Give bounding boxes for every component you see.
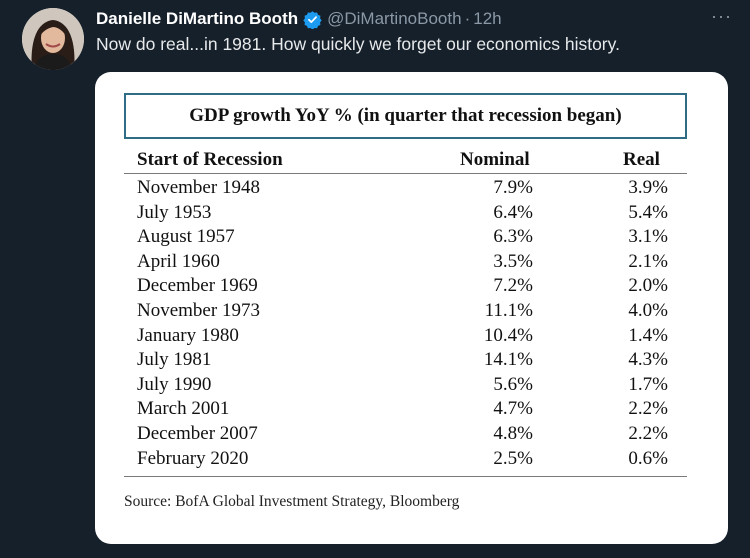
- cell-start: January 1980: [137, 324, 239, 346]
- header-divider: [124, 173, 687, 174]
- header-real: Real: [623, 149, 660, 170]
- cell-start: December 2007: [137, 422, 258, 444]
- cell-nominal: 4.8%: [493, 422, 533, 444]
- cell-real: 5.4%: [628, 201, 668, 223]
- header-start-of-recession: Start of Recession: [137, 149, 283, 170]
- avatar[interactable]: [22, 8, 84, 70]
- avatar-photo: [22, 8, 84, 70]
- cell-real: 2.0%: [628, 275, 668, 297]
- source-note: Source: BofA Global Investment Strategy,…: [124, 493, 460, 510]
- cell-real: 2.2%: [628, 422, 668, 444]
- table-body: November 1948 7.9% 3.9% July 1953 6.4% 5…: [95, 176, 728, 471]
- separator-dot: ·: [464, 9, 471, 28]
- table-title: GDP growth YoY % (in quarter that recess…: [124, 93, 687, 139]
- timestamp[interactable]: 12h: [473, 9, 502, 28]
- cell-start: July 1981: [137, 349, 212, 371]
- cell-start: July 1953: [137, 201, 212, 223]
- cell-nominal: 3.5%: [493, 250, 533, 272]
- cell-nominal: 7.9%: [493, 177, 533, 198]
- cell-start: March 2001: [137, 398, 230, 420]
- cell-real: 1.7%: [628, 373, 668, 395]
- table-row: November 1948 7.9% 3.9%: [95, 176, 728, 201]
- cell-nominal: 4.7%: [493, 398, 533, 420]
- cell-real: 3.9%: [628, 177, 668, 198]
- cell-start: February 2020: [137, 447, 249, 469]
- cell-nominal: 10.4%: [483, 324, 533, 346]
- cell-start: November 1973: [137, 299, 260, 321]
- tweet-text: Now do real...in 1981. How quickly we fo…: [96, 34, 620, 54]
- cell-nominal: 14.1%: [483, 349, 533, 371]
- cell-nominal: 6.3%: [493, 226, 533, 248]
- table-row: April 1960 3.5% 2.1%: [95, 250, 728, 275]
- cell-nominal: 5.6%: [493, 373, 533, 395]
- table-row: July 1981 14.1% 4.3%: [95, 348, 728, 373]
- table-row: August 1957 6.3% 3.1%: [95, 225, 728, 250]
- tweet-media-image[interactable]: GDP growth YoY % (in quarter that recess…: [95, 72, 728, 544]
- cell-start: July 1990: [137, 373, 212, 395]
- table-row: July 1990 5.6% 1.7%: [95, 373, 728, 398]
- display-name[interactable]: Danielle DiMartino Booth: [96, 9, 299, 28]
- header-nominal: Nominal: [460, 149, 530, 170]
- verified-badge-icon: [303, 10, 322, 29]
- cell-nominal: 2.5%: [493, 447, 533, 469]
- table-bottom-divider: [124, 476, 687, 477]
- table-row: November 1973 11.1% 4.0%: [95, 299, 728, 324]
- cell-start: April 1960: [137, 250, 220, 272]
- cell-real: 3.1%: [628, 226, 668, 248]
- cell-real: 0.6%: [628, 447, 668, 469]
- more-options-icon[interactable]: ···: [711, 6, 732, 26]
- table-row: December 1969 7.2% 2.0%: [95, 274, 728, 299]
- table-row: January 1980 10.4% 1.4%: [95, 324, 728, 349]
- table-row: March 2001 4.7% 2.2%: [95, 397, 728, 422]
- tweet-header: Danielle DiMartino Booth @DiMartinoBooth…: [96, 8, 502, 30]
- cell-start: November 1948: [137, 177, 260, 198]
- cell-real: 4.3%: [628, 349, 668, 371]
- user-handle[interactable]: @DiMartinoBooth: [327, 9, 462, 28]
- table-row: July 1953 6.4% 5.4%: [95, 201, 728, 226]
- cell-nominal: 7.2%: [493, 275, 533, 297]
- cell-start: December 1969: [137, 275, 258, 297]
- table-row: February 2020 2.5% 0.6%: [95, 447, 728, 472]
- cell-nominal: 11.1%: [484, 299, 533, 321]
- cell-real: 2.1%: [628, 250, 668, 272]
- cell-real: 2.2%: [628, 398, 668, 420]
- table-row: December 2007 4.8% 2.2%: [95, 422, 728, 447]
- cell-start: August 1957: [137, 226, 235, 248]
- cell-real: 4.0%: [628, 299, 668, 321]
- cell-real: 1.4%: [628, 324, 668, 346]
- cell-nominal: 6.4%: [493, 201, 533, 223]
